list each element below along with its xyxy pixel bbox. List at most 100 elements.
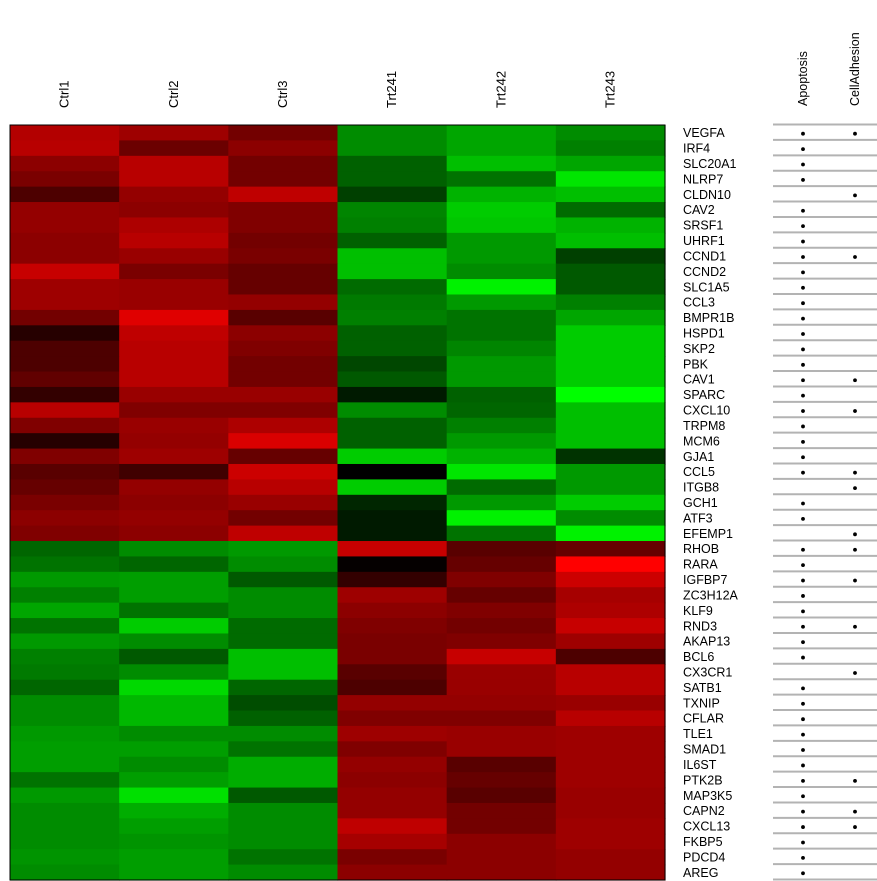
- annotation-dot: [801, 347, 805, 352]
- annotation-panel: Apoptosis CellAdhesion: [773, 32, 877, 881]
- heatmap-cell: [228, 448, 339, 465]
- heatmap-cell: [555, 618, 666, 635]
- annotation-dot: [801, 424, 805, 429]
- heatmap-cell: [119, 664, 229, 681]
- heatmap-cell: [119, 772, 229, 789]
- heatmap-cell: [337, 248, 448, 265]
- heatmap-cell: [228, 494, 339, 511]
- heatmap-cell: [555, 833, 666, 850]
- heatmap-frame: [9, 124, 666, 881]
- annotation-dot: [801, 840, 805, 845]
- row-label: ATF3: [683, 511, 713, 525]
- heatmap-cell: [10, 818, 120, 835]
- heatmap-cell: [10, 294, 120, 311]
- heatmap-cell: [10, 587, 120, 604]
- row-label: EFEMP1: [683, 527, 733, 541]
- heatmap-cell: [119, 710, 229, 727]
- heatmap-cell: [446, 864, 557, 881]
- heatmap-cell: [446, 571, 557, 588]
- heatmap-cell: [555, 695, 666, 712]
- heatmap-cell: [337, 186, 448, 203]
- heatmap-cell: [119, 494, 229, 511]
- heatmap-cell: [446, 140, 557, 157]
- heatmap-cell: [555, 279, 666, 296]
- heatmap-cell: [10, 648, 120, 665]
- annotation-dot: [853, 409, 857, 413]
- heatmap-cell: [10, 171, 120, 188]
- row-label: CX3CR1: [683, 665, 732, 679]
- heatmap-cell: [119, 186, 229, 203]
- heatmap-cell: [119, 371, 229, 388]
- heatmap-cell: [337, 263, 448, 280]
- heatmap-cell: [10, 741, 120, 758]
- annotation-dot: [801, 686, 805, 691]
- column-label: Ctrl2: [166, 81, 181, 108]
- heatmap-cell: [555, 232, 666, 249]
- heatmap-cell: [555, 155, 666, 172]
- heatmap-cell: [10, 802, 120, 819]
- heatmap-cell: [228, 356, 339, 373]
- column-label: Trt241: [384, 71, 399, 108]
- heatmap-cell: [10, 571, 120, 588]
- heatmap-cell: [555, 479, 666, 496]
- annotation-dot: [853, 778, 857, 783]
- heatmap-cell: [555, 756, 666, 773]
- heatmap-cell: [337, 417, 448, 434]
- heatmap-cell: [555, 294, 666, 311]
- heatmap-cell: [555, 849, 666, 866]
- row-label: CAPN2: [683, 804, 725, 818]
- row-label: PBK: [683, 357, 709, 371]
- annotation-dot: [801, 794, 805, 799]
- row-label: GCH1: [683, 496, 718, 510]
- annotation-dot: [801, 362, 805, 367]
- row-label: ITGB8: [683, 481, 719, 495]
- heatmap-cell: [555, 587, 666, 604]
- row-label: CCND2: [683, 265, 726, 279]
- annotation-dot: [801, 640, 805, 645]
- annotation-dot: [801, 439, 805, 444]
- annotation-dot: [801, 378, 805, 383]
- heatmap-cell: [337, 371, 448, 388]
- heatmap-cells: [10, 125, 666, 881]
- heatmap-cell: [555, 556, 666, 573]
- heatmap-cell: [337, 864, 448, 881]
- heatmap-cell: [337, 695, 448, 712]
- heatmap-cell: [119, 571, 229, 588]
- heatmap-cell: [446, 818, 557, 835]
- heatmap-cell: [119, 125, 229, 142]
- heatmap-cell: [446, 309, 557, 326]
- heatmap-cell: [337, 756, 448, 773]
- annotation-dot: [801, 825, 805, 829]
- heatmap-cell: [228, 217, 339, 234]
- heatmap-cell: [555, 356, 666, 373]
- heatmap-cell: [119, 602, 229, 619]
- heatmap-cell: [228, 294, 339, 311]
- heatmap-cell: [337, 849, 448, 866]
- heatmap-cell: [555, 772, 666, 789]
- heatmap-cell: [228, 833, 339, 850]
- heatmap-cell: [555, 525, 666, 542]
- heatmap-cell: [337, 402, 448, 419]
- heatmap-cell: [119, 232, 229, 249]
- heatmap-cell: [119, 248, 229, 265]
- heatmap-cell: [10, 463, 120, 480]
- heatmap-cell: [446, 402, 557, 419]
- heatmap-cell: [446, 325, 557, 342]
- row-label: SATB1: [683, 681, 722, 695]
- heatmap-cell: [119, 695, 229, 712]
- heatmap-cell: [119, 340, 229, 357]
- heatmap-cell: [446, 679, 557, 696]
- heatmap-cell: [228, 325, 339, 342]
- heatmap-cell: [228, 402, 339, 419]
- heatmap-cell: [555, 248, 666, 265]
- heatmap-cell: [228, 602, 339, 619]
- heatmap-cell: [228, 818, 339, 835]
- heatmap-cell: [337, 664, 448, 681]
- annotation-dot: [801, 717, 805, 722]
- heatmap-cell: [119, 541, 229, 558]
- heatmap-cell: [10, 279, 120, 296]
- heatmap-cell: [228, 279, 339, 296]
- heatmap-cell: [446, 356, 557, 373]
- heatmap-cell: [119, 202, 229, 219]
- heatmap-cell: [446, 756, 557, 773]
